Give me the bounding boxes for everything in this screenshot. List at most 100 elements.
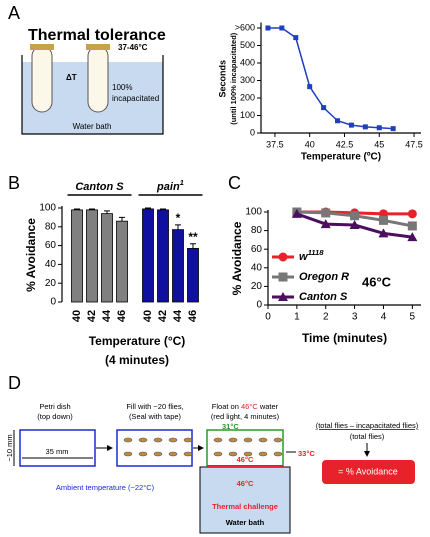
y-tick-label: 40 bbox=[251, 262, 263, 273]
x-axis-label: Temperature (ºC) bbox=[301, 152, 381, 163]
label: 31°C bbox=[222, 422, 239, 431]
y-tick-label: 0 bbox=[250, 127, 255, 137]
y-axis-label: Seconds bbox=[217, 60, 227, 98]
error-bar bbox=[145, 207, 151, 209]
fly bbox=[153, 437, 163, 443]
fly bbox=[273, 451, 283, 457]
y-tick-label: 60 bbox=[251, 244, 263, 255]
text: pain bbox=[156, 181, 180, 193]
dish bbox=[19, 429, 96, 467]
bar bbox=[116, 220, 128, 303]
fly bbox=[183, 451, 193, 457]
x-tick-label: 3 bbox=[352, 312, 358, 323]
fly bbox=[258, 437, 268, 443]
marker bbox=[321, 208, 331, 218]
panel-label: B bbox=[8, 173, 20, 193]
x-tick-label: 44 bbox=[101, 309, 113, 322]
fly bbox=[168, 451, 178, 457]
legend-label: Oregon R bbox=[299, 271, 349, 283]
y-tick-label: 100 bbox=[245, 207, 262, 218]
error-bar bbox=[104, 210, 110, 214]
tube-cap bbox=[86, 44, 110, 50]
label: (top down) bbox=[37, 412, 73, 421]
significance: * bbox=[176, 211, 181, 225]
x-tick-label: 44 bbox=[172, 309, 184, 322]
x-tick-label: 0 bbox=[265, 312, 271, 323]
marker bbox=[362, 124, 368, 130]
legend-marker bbox=[278, 252, 288, 262]
x-tick-label: 46 bbox=[116, 310, 128, 322]
y-tick-label: 100 bbox=[240, 110, 255, 120]
label: 35 mm bbox=[46, 447, 69, 456]
label: Fill with ~20 flies, bbox=[126, 402, 183, 411]
fly bbox=[228, 451, 238, 457]
x-axis-label: Temperature (°C) bbox=[89, 334, 186, 348]
legend-label: Canton S bbox=[299, 291, 348, 303]
marker bbox=[293, 35, 299, 41]
fly bbox=[213, 451, 223, 457]
marker bbox=[321, 105, 327, 111]
label: 33°C bbox=[298, 449, 315, 458]
annotation: 46°C bbox=[362, 274, 392, 289]
bar bbox=[71, 209, 83, 303]
label: = % Avoidance bbox=[338, 466, 398, 476]
superscript: 1 bbox=[180, 178, 184, 187]
marker bbox=[376, 125, 382, 131]
y-tick-label: 100 bbox=[39, 203, 56, 214]
y-tick-label: 0 bbox=[50, 297, 56, 308]
y-tick-label: 80 bbox=[251, 225, 263, 236]
x-tick-label: 45 bbox=[374, 139, 384, 149]
y-axis-label: % Avoidance bbox=[24, 218, 38, 292]
label: ~10 mm bbox=[5, 434, 14, 461]
error-bar bbox=[160, 208, 166, 210]
y-tick-label: >600 bbox=[235, 22, 255, 32]
error-bar bbox=[74, 208, 80, 210]
tube bbox=[31, 45, 53, 113]
marker bbox=[291, 208, 302, 218]
bar bbox=[142, 208, 154, 303]
fly bbox=[138, 451, 148, 457]
fly bbox=[183, 437, 193, 443]
x-tick-label: 42 bbox=[157, 310, 169, 322]
label: (red light, 4 minutes) bbox=[211, 412, 280, 421]
x-tick-label: 1 bbox=[294, 312, 300, 323]
bar bbox=[157, 209, 169, 303]
x-tick-label: 5 bbox=[410, 312, 416, 323]
fly bbox=[138, 437, 148, 443]
x-tick-label: 46 bbox=[187, 310, 199, 322]
label: 46°C bbox=[237, 455, 254, 464]
panel-label: C bbox=[228, 173, 241, 193]
text: Float on bbox=[212, 402, 241, 411]
note: 100% bbox=[112, 83, 132, 92]
text: Canton S bbox=[75, 181, 124, 193]
axis bbox=[260, 22, 421, 134]
label: Petri dish bbox=[39, 402, 70, 411]
y-axis-label: (until 100% incapacitated) bbox=[229, 32, 238, 125]
x-tick-label: 37.5 bbox=[266, 139, 284, 149]
label: (total flies) bbox=[350, 432, 385, 441]
text: water bbox=[258, 402, 279, 411]
x-tick-label: 40 bbox=[305, 139, 315, 149]
label: Float on 46°C water bbox=[212, 402, 279, 411]
bath-label: Water bath bbox=[73, 122, 112, 131]
error-bar bbox=[89, 208, 95, 210]
label: Water bath bbox=[226, 518, 265, 527]
marker bbox=[349, 220, 360, 230]
group-label: Canton S bbox=[75, 181, 124, 193]
delta: ΔT bbox=[66, 73, 77, 82]
water bbox=[199, 466, 291, 534]
group-label: pain1 bbox=[156, 178, 184, 193]
label: (Seal with tape) bbox=[129, 412, 182, 421]
text: Canton S bbox=[299, 291, 348, 303]
marker bbox=[335, 118, 341, 124]
y-tick-label: 500 bbox=[240, 40, 255, 50]
significance: ** bbox=[188, 230, 198, 244]
fly bbox=[243, 437, 253, 443]
y-tick-label: 20 bbox=[251, 281, 263, 292]
bar bbox=[187, 248, 199, 303]
error-bar bbox=[119, 216, 125, 222]
marker bbox=[378, 228, 389, 238]
y-tick-label: 200 bbox=[240, 92, 255, 102]
